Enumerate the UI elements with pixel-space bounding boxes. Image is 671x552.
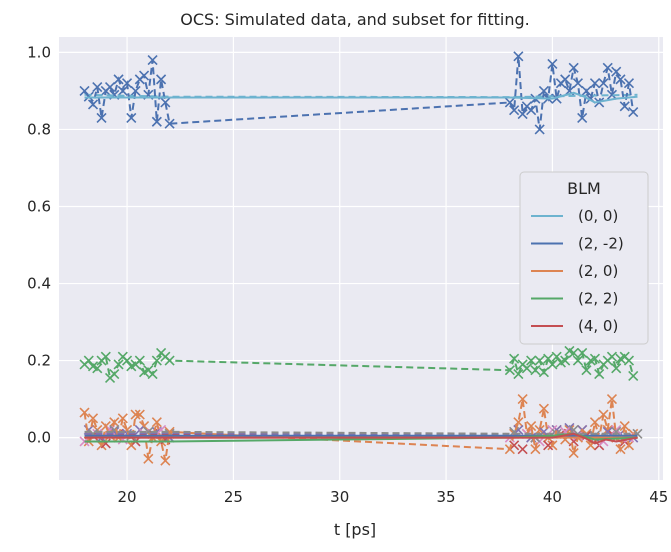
y-tick-label: 0.2	[27, 352, 51, 370]
marker-2-2-17	[151, 116, 162, 127]
marker-2-2-31	[547, 58, 558, 70]
marker-4-0-1	[100, 438, 111, 449]
legend-entries: (0, 0) (2, -2) (2, 0) (2, 2) (4, 0)	[531, 207, 624, 335]
x-tick-label: 45	[649, 488, 668, 506]
chart-title: OCS: Simulated data, and subset for fitt…	[180, 10, 529, 29]
fit-line-1	[83, 56, 635, 130]
marker-2-2-18	[156, 74, 167, 85]
marker-2-0-24	[517, 394, 528, 405]
marker-2-2-12	[130, 85, 141, 96]
marker-2-0-23	[513, 417, 524, 428]
marker-2-2-29	[538, 85, 549, 96]
legend-label-3: (2, 2)	[578, 290, 618, 308]
marker-2-2-47	[615, 74, 626, 85]
x-tick-label: 35	[437, 488, 456, 506]
marker-2-2-19	[160, 97, 171, 108]
marker-2-2-38	[577, 112, 588, 123]
marker-2-0-17	[151, 417, 162, 428]
marker-2-2-4	[96, 112, 107, 123]
marker-2-0-29	[538, 403, 549, 414]
x-tick-label: 20	[118, 488, 137, 506]
y-tick-label: 0.6	[27, 197, 51, 215]
marker-2-0-41	[589, 417, 601, 428]
marker-2-2-23	[513, 51, 524, 62]
marker-2-0-45	[606, 394, 618, 405]
marker-2-2-23	[513, 368, 524, 380]
series-layer	[79, 51, 643, 466]
x-tick-label: 30	[330, 488, 349, 506]
x-tick-label: 40	[543, 488, 562, 506]
legend-title: BLM	[567, 179, 601, 198]
y-tick-label: 0.4	[27, 275, 51, 293]
x-tick-label: 25	[224, 488, 243, 506]
series-line-4	[84, 432, 638, 445]
marker-2-2-22	[509, 105, 520, 116]
series-line-0	[84, 91, 638, 104]
y-tick-label: 1.0	[27, 43, 51, 61]
legend-label-1: (2, -2)	[578, 235, 624, 253]
legend-label-4: (4, 0)	[578, 317, 618, 335]
legend-label-0: (0, 0)	[578, 207, 618, 225]
x-axis-label: t [ps]	[334, 520, 376, 539]
marker-2-0-9	[117, 413, 128, 424]
fit-line-3	[83, 349, 635, 380]
marker-4-0-7	[517, 444, 528, 455]
y-tick-label: 0.8	[27, 120, 51, 138]
marker-2-2-45	[606, 89, 618, 100]
marker-2-2-21	[504, 97, 515, 108]
marker-2-0-2	[87, 413, 99, 424]
legend-label-2: (2, 0)	[578, 262, 618, 280]
tick-labels: 20 25 30 35 40 45 0.0 0.2 0.4 0.6 0.8 1.0	[27, 43, 668, 506]
marker-2-2-46	[611, 363, 622, 374]
marker-4-0-9	[543, 440, 554, 451]
marker-2-0-26	[526, 421, 537, 432]
y-tick-label: 0.0	[27, 429, 51, 447]
marker-2-2-20	[164, 118, 175, 129]
marker-2-2-24	[517, 108, 528, 120]
marker-2-0-36	[568, 447, 579, 459]
marker-2-2-39	[581, 365, 592, 376]
legend: BLM (0, 0) (2, -2) (2, 0) (2, 2) (4, 0)	[519, 171, 649, 345]
